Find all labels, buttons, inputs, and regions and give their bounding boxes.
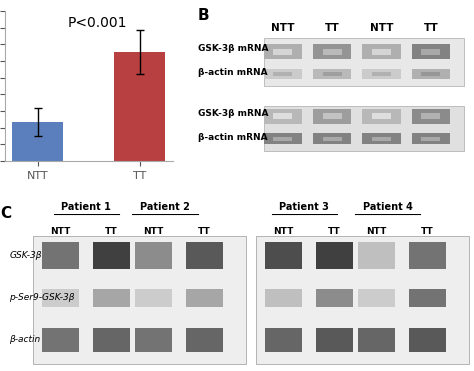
Bar [264, 133, 302, 144]
Text: GSK-3β mRNA: GSK-3β mRNA [198, 44, 268, 53]
Bar [322, 137, 342, 141]
Bar [362, 133, 401, 144]
Text: NTT: NTT [143, 227, 164, 236]
Bar [372, 113, 391, 119]
Text: P<0.001: P<0.001 [67, 16, 127, 30]
Bar [186, 328, 223, 352]
Text: Patient 4: Patient 4 [363, 202, 413, 212]
Bar [372, 49, 391, 55]
Bar [273, 72, 292, 76]
Bar [265, 289, 302, 306]
Bar [409, 289, 446, 306]
Bar [273, 49, 292, 55]
Bar [421, 72, 440, 76]
Bar [42, 242, 79, 269]
Bar [313, 69, 351, 79]
Bar [409, 242, 446, 269]
Bar [316, 242, 353, 269]
Bar [42, 328, 79, 352]
Text: TT: TT [105, 227, 118, 236]
Bar [411, 109, 450, 124]
Bar [93, 242, 130, 269]
Bar [372, 72, 391, 76]
Bar [313, 44, 351, 59]
Bar [316, 328, 353, 352]
Text: β-actin mRNA: β-actin mRNA [198, 132, 267, 142]
Bar [93, 289, 130, 306]
Text: Patient 1: Patient 1 [61, 202, 111, 212]
Bar [135, 242, 172, 269]
Bar [264, 69, 302, 79]
Bar [421, 113, 440, 119]
Bar [316, 289, 353, 306]
Bar [358, 242, 395, 269]
Bar [358, 289, 395, 306]
Text: GSK-3β: GSK-3β [9, 251, 42, 260]
Bar [362, 44, 401, 59]
Bar [264, 106, 464, 151]
Bar [186, 289, 223, 306]
Text: TT: TT [328, 227, 341, 236]
Bar [93, 328, 130, 352]
Bar [358, 328, 395, 352]
Text: TT: TT [423, 23, 438, 33]
Bar [362, 109, 401, 124]
Text: GSK-3β mRNA: GSK-3β mRNA [198, 109, 268, 118]
Bar [411, 133, 450, 144]
Bar [411, 69, 450, 79]
Text: β-actin: β-actin [9, 335, 41, 344]
Bar [114, 52, 165, 161]
Bar [264, 44, 302, 59]
Bar [322, 72, 342, 76]
Bar [12, 122, 64, 161]
Text: TT: TT [325, 23, 339, 33]
Bar [265, 242, 302, 269]
Bar [264, 109, 302, 124]
Bar [322, 49, 342, 55]
Text: NTT: NTT [366, 227, 386, 236]
Text: NTT: NTT [370, 23, 393, 33]
Text: NTT: NTT [273, 227, 293, 236]
Text: C: C [0, 206, 11, 221]
Text: p-Ser9-GSK-3β: p-Ser9-GSK-3β [9, 293, 75, 302]
Bar [186, 242, 223, 269]
Bar [135, 328, 172, 352]
Text: TT: TT [421, 227, 434, 236]
Text: Patient 2: Patient 2 [140, 202, 190, 212]
Bar [265, 328, 302, 352]
Bar [322, 113, 342, 119]
Bar [421, 137, 440, 141]
Text: Patient 3: Patient 3 [279, 202, 329, 212]
Text: β-actin mRNA: β-actin mRNA [198, 68, 267, 77]
Bar [411, 44, 450, 59]
Bar [264, 38, 464, 86]
Text: B: B [198, 8, 210, 23]
Bar [313, 109, 351, 124]
Bar [372, 137, 391, 141]
Bar [42, 289, 79, 306]
Bar [273, 137, 292, 141]
Bar [273, 113, 292, 119]
Bar [135, 289, 172, 306]
Text: NTT: NTT [271, 23, 294, 33]
Bar [421, 49, 440, 55]
Text: NTT: NTT [50, 227, 71, 236]
Bar [362, 69, 401, 79]
Bar [313, 133, 351, 144]
Text: TT: TT [198, 227, 211, 236]
Bar [409, 328, 446, 352]
